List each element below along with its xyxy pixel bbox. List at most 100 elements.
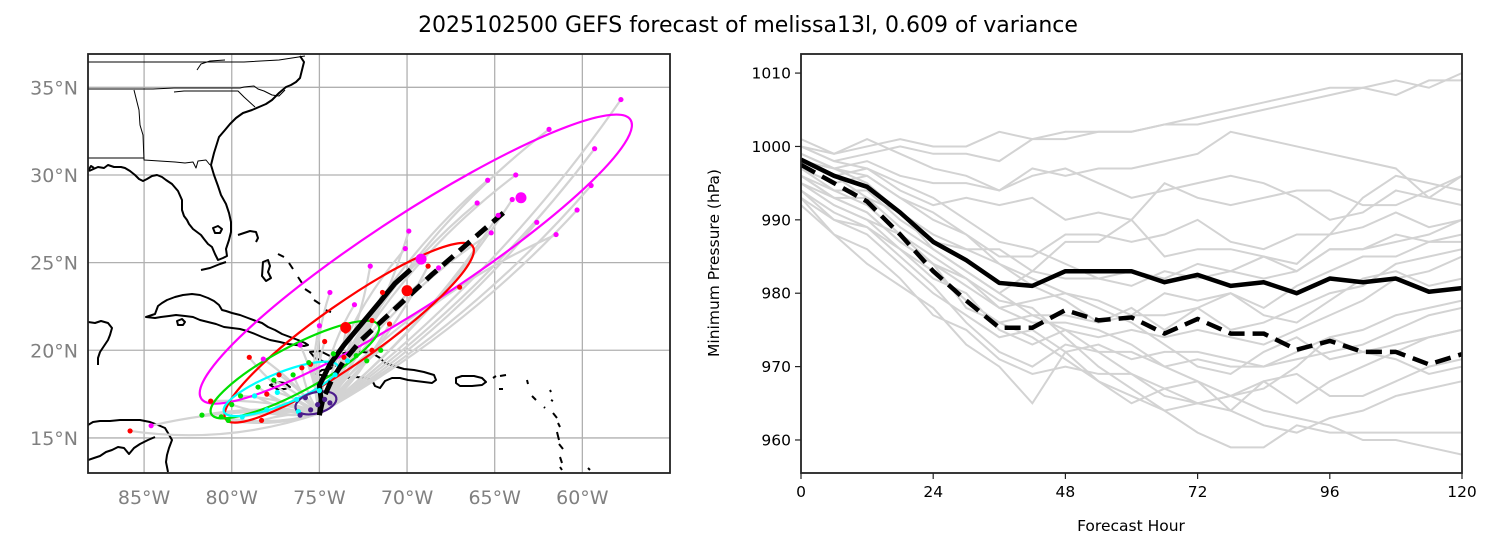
y-tick-label: 960	[761, 431, 791, 449]
uncertainty-ellipse-cyan	[222, 360, 340, 418]
coastline-bahamas-andros	[261, 259, 272, 282]
map-lat-tick-label: 35°N	[30, 77, 78, 99]
member-position-cyan	[251, 393, 258, 399]
y-tick-label: 1010	[752, 65, 791, 83]
member-position-red	[457, 284, 463, 290]
coastline-florida-keys	[200, 261, 227, 271]
pressure-member-line	[801, 182, 1462, 412]
member-position-indigo	[322, 396, 328, 402]
member-position-red	[258, 417, 265, 424]
member-position-red	[386, 321, 393, 327]
map-lat-tick-label: 30°N	[30, 165, 78, 187]
member-position-magenta	[402, 245, 408, 252]
mean-track-dashed	[316, 206, 511, 416]
member-position-red	[369, 347, 375, 353]
pressure-line-solid	[801, 157, 1462, 296]
member-position-cyan	[239, 414, 245, 420]
coastline-puerto-rico	[455, 375, 487, 387]
member-position-magenta	[588, 182, 594, 189]
state-line-sc-ga	[173, 90, 256, 108]
pressure-member-line	[801, 174, 1462, 434]
coastline-central-america-inner	[88, 436, 156, 461]
member-track	[318, 221, 538, 415]
track-map-panel: 85°W 80°W 75°W 70°W 65°W 60°W 15°N 20°N 25°N 30°N…	[30, 53, 671, 509]
y-tick-label: 970	[761, 358, 791, 376]
map-lat-tick-label: 20°N	[30, 340, 78, 362]
member-position-magenta	[367, 263, 373, 269]
x-tick-label: 120	[1447, 483, 1477, 501]
member-position-red	[276, 372, 282, 378]
member-position-red	[246, 354, 252, 360]
member-position-cyan	[274, 389, 280, 395]
pressure-member-lines	[801, 72, 1462, 456]
member-position-magenta	[488, 230, 494, 236]
pressure-member-line	[801, 160, 1462, 456]
coastline-cuba	[145, 293, 309, 347]
pressure-member-line	[801, 79, 1462, 163]
member-position-magenta	[148, 423, 154, 429]
member-position-cyan	[264, 407, 270, 413]
member-position-magenta	[509, 196, 515, 203]
member-position-green	[255, 384, 261, 390]
member-position-indigo	[302, 395, 308, 401]
member-position-green	[378, 347, 384, 353]
member-position-magenta	[592, 146, 598, 152]
map-lat-tick-label: 25°N	[30, 253, 78, 275]
member-position-magenta	[618, 96, 624, 103]
pressure-member-line	[801, 197, 1462, 405]
member-position-magenta	[351, 302, 358, 308]
mean-track-solid	[316, 267, 413, 416]
member-position-indigo	[297, 412, 303, 418]
member-position-cyan	[344, 358, 351, 364]
member-position-red	[322, 338, 328, 345]
coastline-gulf	[88, 165, 95, 172]
member-position-green	[353, 352, 359, 359]
state-line-ga	[133, 89, 211, 169]
coastline-us-southeast	[88, 55, 305, 261]
member-position-magenta	[553, 231, 559, 238]
y-tick-label: 980	[761, 285, 791, 303]
member-position-green	[218, 414, 224, 420]
mean-position-magenta	[515, 192, 527, 204]
member-position-green	[237, 393, 244, 399]
pressure-member-line	[801, 174, 1462, 273]
x-tick-label: 48	[1056, 483, 1076, 501]
uncertainty-ellipses	[198, 113, 633, 424]
member-position-red	[127, 428, 133, 434]
coastline-yucatan	[88, 320, 113, 365]
map-tick-labels: 85°W 80°W 75°W 70°W 65°W 60°W 15°N 20°N 25°N 30°N…	[30, 77, 609, 509]
mean-position-red	[401, 285, 413, 297]
pressure-frame	[800, 53, 1463, 474]
member-position-magenta	[546, 126, 552, 132]
member-track	[318, 209, 578, 415]
member-position-cyan	[332, 372, 338, 378]
member-position-indigo	[308, 407, 314, 413]
coastline-bahamas	[237, 230, 259, 243]
member-position-magenta	[436, 265, 442, 271]
pressure-panel: 0 24 48 72 96 120 960 970 980 990 1000 1010 Forecas…	[705, 53, 1477, 535]
member-position-red	[299, 365, 305, 371]
x-tick-label: 0	[796, 483, 806, 501]
y-axis-label: Minimum Pressure (hPa)	[705, 169, 723, 357]
member-position-magenta	[297, 342, 303, 348]
coastline-bahamas-chain	[277, 253, 332, 313]
pressure-member-line	[801, 189, 1462, 346]
member-position-cyan	[316, 388, 322, 394]
state-line-va-nc	[88, 55, 306, 63]
member-position-indigo	[327, 400, 333, 406]
map-lat-tick-label: 15°N	[30, 428, 78, 450]
member-position-magenta	[327, 289, 333, 296]
pressure-member-line	[801, 72, 1462, 155]
state-line-tn	[196, 59, 226, 71]
map-lon-tick-label: 80°W	[206, 487, 259, 509]
member-position-green	[199, 412, 205, 418]
pressure-member-line	[801, 160, 1462, 332]
pressure-line-dashed	[801, 162, 1462, 367]
mean-tracks	[316, 206, 511, 416]
map-lon-tick-label: 65°W	[468, 487, 521, 509]
state-line-nc-sc	[88, 85, 286, 97]
pressure-member-line	[801, 196, 1462, 368]
map-lon-tick-label: 85°W	[118, 487, 171, 509]
member-position-magenta	[316, 323, 322, 329]
member-position-green	[271, 377, 277, 383]
